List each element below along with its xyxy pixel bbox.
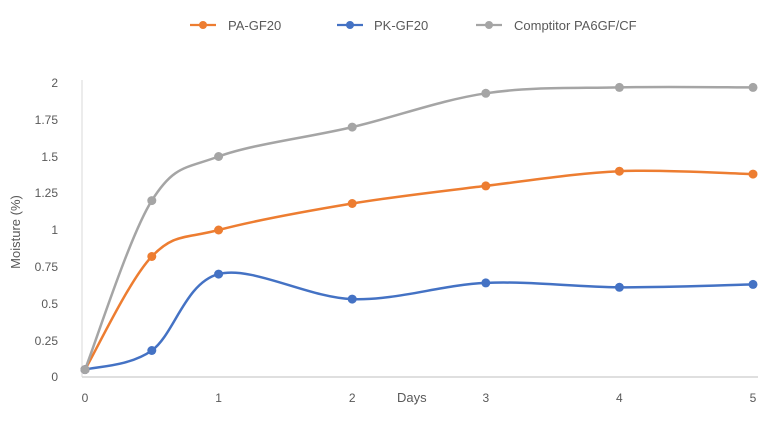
svg-text:0: 0	[82, 391, 89, 405]
svg-text:2: 2	[51, 76, 58, 90]
svg-text:0.75: 0.75	[35, 260, 59, 274]
svg-text:0.5: 0.5	[41, 297, 58, 311]
svg-text:Moisture (%): Moisture (%)	[8, 195, 23, 269]
svg-text:0: 0	[51, 370, 58, 384]
svg-text:1.5: 1.5	[41, 150, 58, 164]
svg-text:Comptitor PA6GF/CF: Comptitor PA6GF/CF	[514, 18, 637, 33]
svg-text:1: 1	[215, 391, 222, 405]
svg-text:1.25: 1.25	[35, 186, 59, 200]
svg-text:4: 4	[616, 391, 623, 405]
svg-text:PA-GF20: PA-GF20	[228, 18, 281, 33]
svg-text:PK-GF20: PK-GF20	[374, 18, 428, 33]
svg-text:Days: Days	[397, 390, 427, 405]
svg-text:0.25: 0.25	[35, 334, 59, 348]
svg-text:1.75: 1.75	[35, 113, 59, 127]
svg-text:2: 2	[349, 391, 356, 405]
svg-text:3: 3	[482, 391, 489, 405]
svg-text:1: 1	[51, 223, 58, 237]
svg-text:5: 5	[750, 391, 757, 405]
